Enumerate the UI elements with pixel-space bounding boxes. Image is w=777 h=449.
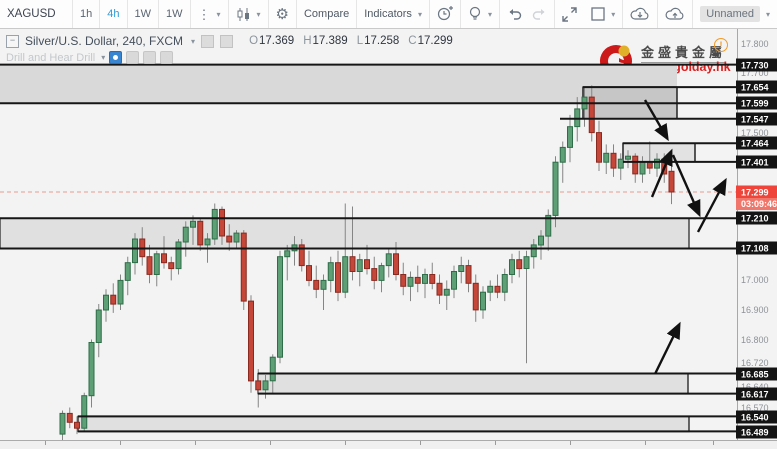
layout-name-button[interactable]: Unnamed ▾: [693, 0, 777, 28]
lightbulb-icon: [468, 6, 482, 22]
price-axis-label: 16.720: [741, 358, 769, 368]
price-axis-label: 17.547: [736, 112, 777, 126]
indicators-label: Indicators: [364, 8, 412, 20]
gear-icon: ⚙: [275, 5, 289, 23]
chevron-down-icon: ▾: [101, 53, 106, 62]
indicator-settings-icon[interactable]: [126, 51, 140, 64]
symbol-input[interactable]: XAGUSD: [0, 0, 73, 28]
layout-name: Unnamed: [700, 6, 760, 22]
chevron-down-icon: ▾: [611, 9, 616, 19]
price-axis-label: 17.000: [741, 275, 769, 285]
chart-legend: − Silver/U.S. Dollar, 240, FXCM ▾ O17.36…: [6, 34, 453, 48]
brand-name-cn: 金盛貴金屬: [641, 42, 727, 63]
fullscreen-button[interactable]: [555, 0, 584, 28]
price-axis-label: 17.654: [736, 80, 777, 94]
price-axis-label: 16.617: [736, 387, 777, 401]
time-tick: [570, 441, 571, 445]
price-axis-label: 17.500: [741, 128, 769, 138]
time-tick: [345, 441, 346, 445]
price-axis-label: 16.570: [741, 403, 769, 413]
chevron-down-icon: ▾: [191, 36, 196, 46]
time-tick: [713, 441, 714, 445]
price-axis-label: 17.599: [736, 96, 777, 110]
chevron-down-icon: ▾: [417, 9, 422, 19]
legend-button-2[interactable]: [220, 34, 234, 48]
indicator-label[interactable]: Drill and Hear Drill: [6, 51, 96, 64]
fullscreen-icon: [562, 6, 577, 22]
timeframe-1w-2[interactable]: 1W: [159, 0, 191, 28]
price-axis-label: 16.800: [741, 335, 769, 345]
time-tick: [195, 441, 196, 445]
chevron-down-icon: ▾: [256, 9, 261, 19]
close-value: 17.299: [417, 35, 453, 47]
price-axis-label: 17.730: [736, 58, 777, 72]
timeframe-4h[interactable]: 4h: [100, 0, 128, 28]
price-axis-label: 16.640: [736, 382, 777, 392]
price-axis-label: 16.540: [736, 410, 777, 424]
time-tick: [420, 441, 421, 445]
price-axis-label: 17.401: [736, 155, 777, 169]
chevron-down-icon: ▾: [487, 9, 492, 19]
layout-square-icon: [591, 7, 605, 21]
timeframe-1h[interactable]: 1h: [73, 0, 101, 28]
price-axis[interactable]: 17.800 17.700 17.730 17.654 17.599 17.547 17.5…: [736, 28, 777, 440]
price-axis-label: 16.685: [736, 367, 777, 381]
undo-redo-group: [500, 0, 555, 28]
price-axis-label: 16.900: [741, 305, 769, 315]
save-layout-button[interactable]: [658, 0, 694, 28]
time-tick: [120, 441, 121, 445]
low-value: 17.258: [364, 35, 400, 47]
chevron-down-icon: ▾: [216, 9, 221, 19]
high-value: 17.389: [312, 35, 348, 47]
top-toolbar: XAGUSD 1h 4h 1W 1W ⋮ ▾ ▾ ⚙ Compare Indic…: [0, 0, 777, 29]
time-axis[interactable]: [0, 440, 777, 449]
chart-properties-button[interactable]: ⚙: [269, 0, 297, 28]
chevron-down-icon: ▾: [765, 9, 770, 19]
cloud-upload-icon: [665, 7, 685, 21]
legend-button-1[interactable]: [201, 34, 215, 48]
compare-button[interactable]: Compare: [297, 0, 358, 28]
time-tick: [270, 441, 271, 445]
add-alert-button[interactable]: [430, 0, 461, 28]
indicators-button[interactable]: Indicators ▾: [357, 0, 430, 28]
candlestick-icon: [236, 7, 251, 22]
open-value: 17.369: [259, 35, 295, 47]
eye-icon[interactable]: [109, 51, 123, 64]
price-axis-label: 17.800: [741, 39, 769, 49]
timeframe-more-menu[interactable]: ⋮ ▾: [191, 0, 229, 28]
indicator-row: Drill and Hear Drill ▾: [6, 51, 174, 64]
layout-select-button[interactable]: ▾: [584, 0, 624, 28]
ohlc-values: O17.369 H17.389 L17.258 C17.299: [249, 35, 453, 47]
timeframe-1w[interactable]: 1W: [128, 0, 159, 28]
chart-title[interactable]: Silver/U.S. Dollar, 240, FXCM: [25, 34, 184, 48]
brand-gold-ball: [618, 45, 630, 57]
price-axis-label: 17.210: [736, 211, 777, 225]
kebab-icon: ⋮: [197, 6, 211, 22]
collapse-icon[interactable]: −: [6, 34, 19, 48]
countdown-label: 03:09:46: [736, 198, 777, 210]
chart-style-button[interactable]: ▾: [229, 0, 269, 28]
time-tick: [645, 441, 646, 445]
current-price-label: 17.299: [736, 185, 777, 199]
price-axis-label: 17.700: [741, 68, 769, 78]
time-tick: [45, 441, 46, 445]
time-tick: [495, 441, 496, 445]
redo-icon[interactable]: [532, 8, 547, 20]
data-warning-icon[interactable]: !: [714, 38, 728, 52]
indicator-close-icon[interactable]: [160, 51, 174, 64]
load-layout-button[interactable]: [623, 0, 659, 28]
price-axis-label: 17.108: [736, 241, 777, 255]
undo-icon[interactable]: [507, 8, 522, 20]
indicator-source-icon[interactable]: [143, 51, 157, 64]
ideas-button[interactable]: ▾: [461, 0, 500, 28]
cloud-download-icon: [630, 7, 650, 21]
price-axis-label: 16.489: [736, 425, 777, 439]
alarm-clock-plus-icon: [437, 6, 453, 22]
price-axis-label: 17.464: [736, 136, 777, 150]
